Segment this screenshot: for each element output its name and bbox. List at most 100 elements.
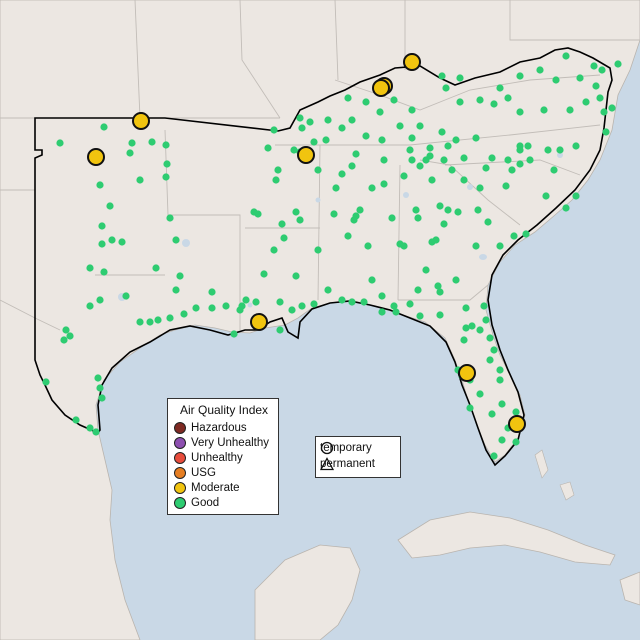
good-monitor-marker[interactable] (440, 156, 448, 164)
good-monitor-marker[interactable] (408, 156, 416, 164)
good-monitor-marker[interactable] (462, 304, 470, 312)
good-monitor-marker[interactable] (426, 144, 434, 152)
good-monitor-marker[interactable] (428, 176, 436, 184)
good-monitor-marker[interactable] (512, 438, 520, 446)
good-monitor-marker[interactable] (416, 162, 424, 170)
good-monitor-marker[interactable] (98, 394, 106, 402)
good-monitor-marker[interactable] (436, 288, 444, 296)
good-monitor-marker[interactable] (452, 276, 460, 284)
good-monitor-marker[interactable] (434, 282, 442, 290)
good-monitor-marker[interactable] (362, 132, 370, 140)
good-monitor-marker[interactable] (66, 332, 74, 340)
good-monitor-marker[interactable] (468, 322, 476, 330)
good-monitor-marker[interactable] (486, 356, 494, 364)
good-monitor-marker[interactable] (562, 204, 570, 212)
moderate-monitor-marker[interactable] (372, 79, 390, 97)
good-monitor-marker[interactable] (208, 304, 216, 312)
good-monitor-marker[interactable] (462, 324, 470, 332)
good-monitor-marker[interactable] (298, 302, 306, 310)
moderate-monitor-marker[interactable] (132, 112, 150, 130)
good-monitor-marker[interactable] (106, 202, 114, 210)
good-monitor-marker[interactable] (600, 108, 608, 116)
good-monitor-marker[interactable] (380, 180, 388, 188)
good-monitor-marker[interactable] (454, 208, 462, 216)
good-monitor-marker[interactable] (460, 176, 468, 184)
good-monitor-marker[interactable] (482, 316, 490, 324)
good-monitor-marker[interactable] (176, 272, 184, 280)
good-monitor-marker[interactable] (296, 216, 304, 224)
good-monitor-marker[interactable] (608, 104, 616, 112)
good-monitor-marker[interactable] (276, 298, 284, 306)
good-monitor-marker[interactable] (476, 326, 484, 334)
good-monitor-marker[interactable] (428, 238, 436, 246)
good-monitor-marker[interactable] (378, 136, 386, 144)
good-monitor-marker[interactable] (362, 98, 370, 106)
good-monitor-marker[interactable] (562, 52, 570, 60)
good-monitor-marker[interactable] (476, 184, 484, 192)
good-monitor-marker[interactable] (392, 308, 400, 316)
good-monitor-marker[interactable] (436, 202, 444, 210)
good-monitor-marker[interactable] (400, 172, 408, 180)
good-monitor-marker[interactable] (452, 136, 460, 144)
good-monitor-marker[interactable] (330, 210, 338, 218)
good-monitor-marker[interactable] (456, 98, 464, 106)
good-monitor-marker[interactable] (163, 160, 171, 168)
good-monitor-marker[interactable] (348, 116, 356, 124)
good-monitor-marker[interactable] (438, 72, 446, 80)
good-monitor-marker[interactable] (466, 404, 474, 412)
good-monitor-marker[interactable] (324, 286, 332, 294)
good-monitor-marker[interactable] (128, 139, 136, 147)
good-monitor-marker[interactable] (406, 300, 414, 308)
good-monitor-marker[interactable] (368, 184, 376, 192)
good-monitor-marker[interactable] (118, 238, 126, 246)
good-monitor-marker[interactable] (566, 106, 574, 114)
good-monitor-marker[interactable] (490, 100, 498, 108)
good-monitor-marker[interactable] (272, 176, 280, 184)
good-monitor-marker[interactable] (332, 184, 340, 192)
good-monitor-marker[interactable] (98, 240, 106, 248)
good-monitor-marker[interactable] (290, 146, 298, 154)
good-monitor-marker[interactable] (572, 142, 580, 150)
good-monitor-marker[interactable] (378, 308, 386, 316)
good-monitor-marker[interactable] (496, 366, 504, 374)
good-monitor-marker[interactable] (480, 302, 488, 310)
good-monitor-marker[interactable] (614, 60, 622, 68)
good-monitor-marker[interactable] (166, 214, 174, 222)
good-monitor-marker[interactable] (444, 206, 452, 214)
good-monitor-marker[interactable] (552, 76, 560, 84)
good-monitor-marker[interactable] (472, 242, 480, 250)
good-monitor-marker[interactable] (474, 206, 482, 214)
good-monitor-marker[interactable] (136, 318, 144, 326)
moderate-monitor-marker[interactable] (508, 415, 526, 433)
good-monitor-marker[interactable] (508, 166, 516, 174)
good-monitor-marker[interactable] (486, 334, 494, 342)
good-monitor-marker[interactable] (592, 82, 600, 90)
good-monitor-marker[interactable] (310, 300, 318, 308)
good-monitor-marker[interactable] (310, 138, 318, 146)
good-monitor-marker[interactable] (498, 400, 506, 408)
good-monitor-marker[interactable] (230, 330, 238, 338)
good-monitor-marker[interactable] (264, 144, 272, 152)
good-monitor-marker[interactable] (490, 346, 498, 354)
good-monitor-marker[interactable] (348, 298, 356, 306)
good-monitor-marker[interactable] (444, 142, 452, 150)
good-monitor-marker[interactable] (280, 234, 288, 242)
good-monitor-marker[interactable] (476, 96, 484, 104)
good-monitor-marker[interactable] (154, 316, 162, 324)
good-monitor-marker[interactable] (572, 192, 580, 200)
good-monitor-marker[interactable] (252, 298, 260, 306)
good-monitor-marker[interactable] (496, 376, 504, 384)
good-monitor-marker[interactable] (162, 141, 170, 149)
good-monitor-marker[interactable] (376, 108, 384, 116)
good-monitor-marker[interactable] (416, 122, 424, 130)
good-monitor-marker[interactable] (122, 292, 130, 300)
good-monitor-marker[interactable] (306, 118, 314, 126)
good-monitor-marker[interactable] (422, 266, 430, 274)
good-monitor-marker[interactable] (126, 149, 134, 157)
good-monitor-marker[interactable] (146, 318, 154, 326)
moderate-monitor-marker[interactable] (297, 146, 315, 164)
good-monitor-marker[interactable] (274, 166, 282, 174)
good-monitor-marker[interactable] (100, 123, 108, 131)
good-monitor-marker[interactable] (414, 286, 422, 294)
